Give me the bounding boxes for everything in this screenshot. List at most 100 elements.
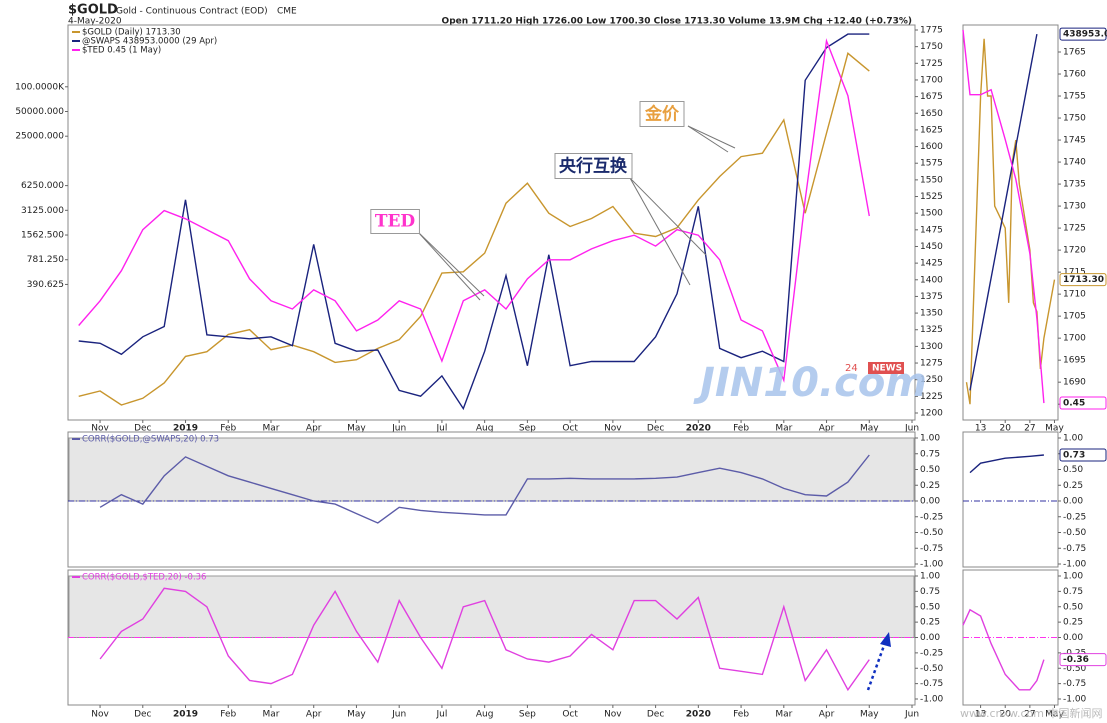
annotation-box — [554, 153, 633, 179]
x-tick-label: Mar — [262, 424, 279, 434]
y2-tick-label: 3125.000 — [21, 206, 64, 216]
callout-leader — [629, 177, 707, 256]
shade-band — [68, 575, 915, 638]
y-tick-label: 0.50 — [920, 465, 940, 475]
arrow — [866, 639, 888, 691]
y-tick-label: -1.00 — [1063, 695, 1087, 705]
y-tick-label: 1200 — [920, 409, 943, 419]
y-tick-label: -0.75 — [1063, 544, 1086, 554]
exchange: CME — [277, 7, 297, 17]
chart-subtitle: Gold - Continuous Contract (EOD) — [116, 7, 268, 17]
x-tick-label: Feb — [220, 424, 236, 434]
y-tick-label: 0.75 — [920, 587, 940, 597]
y-tick-label: 1745 — [1063, 136, 1086, 146]
series-line — [969, 33, 1038, 391]
legend-label: CORR($GOLD,$TED,20) -0.36 — [82, 573, 206, 583]
y2-tick-label: 781.250 — [27, 255, 64, 265]
y-tick-label: 1600 — [920, 142, 943, 152]
y-tick-label: 1650 — [920, 109, 943, 119]
y-tick-label: -1.00 — [920, 560, 944, 570]
series-line — [965, 38, 1056, 405]
y-tick-label: 0.00 — [920, 497, 940, 507]
y-tick-label: 1725 — [1063, 224, 1086, 234]
x-tick-label: 2019 — [173, 424, 198, 434]
x-tick-label: 2020 — [686, 424, 711, 434]
x-tick-label: Jul — [435, 424, 447, 434]
y2-tick-label: 390.625 — [27, 280, 64, 290]
x-tick-label: May — [1045, 710, 1064, 720]
shade-band — [68, 437, 915, 502]
x-tick-label: Apr — [306, 424, 322, 434]
value-label-box — [1059, 396, 1107, 410]
watermark-badge — [868, 362, 904, 374]
y-tick-label: 1730 — [1063, 202, 1086, 212]
x-tick-label: Feb — [733, 424, 749, 434]
y-tick-label: 1710 — [1063, 290, 1086, 300]
x-tick-label: Jun — [391, 424, 406, 434]
y-tick-label: -0.50 — [1063, 664, 1087, 674]
x-tick-label: 13 — [975, 710, 986, 720]
callout-leader — [687, 125, 736, 149]
y-tick-label: 0.50 — [1063, 602, 1083, 612]
y-tick-label: 1760 — [1063, 70, 1086, 80]
y-tick-label: 1765 — [1063, 48, 1086, 58]
y-tick-label: 1275 — [920, 359, 943, 369]
y-tick-label: 1500 — [920, 209, 943, 219]
y2-tick-label: 1562.500 — [21, 231, 64, 241]
y2-tick-label: 50000.000 — [15, 107, 64, 117]
y-tick-label: 0.50 — [920, 602, 940, 612]
x-tick-label: Oct — [562, 424, 578, 434]
x-tick-label: Mar — [775, 424, 792, 434]
x-tick-label: 20 — [999, 710, 1011, 720]
y-tick-label: 1450 — [920, 242, 943, 252]
y-tick-label: -1.00 — [920, 695, 944, 705]
x-tick-label: May — [347, 424, 366, 434]
series-line — [99, 454, 870, 524]
value-label: 0.45 — [1063, 399, 1085, 409]
series-line — [78, 33, 870, 411]
y-tick-label: 1725 — [920, 59, 943, 69]
x-tick-label: Nov — [604, 710, 622, 720]
y-tick-label: 0.50 — [1063, 465, 1083, 475]
y-tick-label: 1325 — [920, 325, 943, 335]
x-tick-label: Feb — [733, 710, 749, 720]
y-tick-label: -0.25 — [920, 512, 943, 522]
x-tick-label: Mar — [262, 710, 279, 720]
y-tick-label: 1750 — [920, 42, 943, 52]
callout-leader — [417, 231, 485, 297]
x-tick-label: Apr — [819, 710, 835, 720]
y-tick-label: 1375 — [920, 292, 943, 302]
value-label: 0.73 — [1063, 451, 1085, 461]
y-tick-label: 1720 — [1063, 246, 1086, 256]
y-tick-label: 1675 — [920, 92, 943, 102]
watermark: www.cnxw.com 中国新闻网 — [960, 706, 1102, 720]
x-tick-label: Jun — [904, 424, 919, 434]
y-tick-label: -0.50 — [920, 528, 944, 538]
x-tick-label: Sep — [519, 710, 536, 720]
quote: Open 1711.20 High 1726.00 Low 1700.30 Cl… — [442, 17, 912, 27]
y-tick-label: 1740 — [1063, 158, 1086, 168]
x-tick-label: 2019 — [173, 710, 198, 720]
x-tick-label: Nov — [91, 424, 109, 434]
value-label-box — [1059, 27, 1107, 41]
annotation: 金价 — [644, 104, 680, 125]
y-tick-label: 1350 — [920, 309, 943, 319]
series-line — [962, 608, 1045, 691]
y-tick-label: 1700 — [920, 75, 943, 85]
series-line — [78, 52, 870, 406]
y-tick-label: 1400 — [920, 275, 943, 285]
y-tick-label: 1.00 — [920, 434, 940, 444]
x-tick-label: Apr — [819, 424, 835, 434]
y-tick-label: 1705 — [1063, 312, 1086, 322]
callout-leader — [629, 177, 691, 286]
x-tick-label: May — [860, 710, 879, 720]
x-tick-label: May — [347, 710, 366, 720]
y-tick-label: 0.00 — [920, 633, 940, 643]
y-tick-label: -0.75 — [920, 679, 943, 689]
x-tick-label: Dec — [134, 424, 151, 434]
y-tick-label: 1695 — [1063, 356, 1086, 366]
x-tick-label: Mar — [775, 710, 792, 720]
legend-label: $GOLD (Daily) 1713.30 — [82, 28, 181, 38]
value-label-box — [1059, 273, 1107, 287]
